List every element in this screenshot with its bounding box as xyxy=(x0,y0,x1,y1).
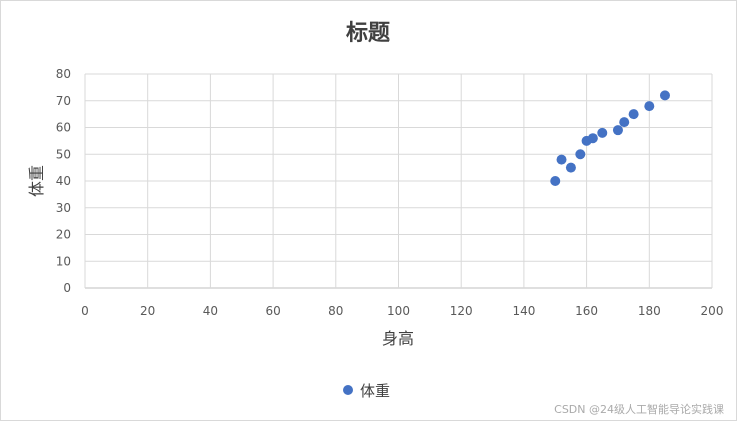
x-tick-label: 100 xyxy=(387,304,410,318)
x-axis-title: 身高 xyxy=(382,329,414,348)
x-tick-label: 0 xyxy=(81,304,89,318)
x-tick-label: 120 xyxy=(450,304,473,318)
data-points xyxy=(550,90,670,186)
gridlines xyxy=(84,73,713,289)
y-tick-label: 0 xyxy=(63,281,71,295)
y-tick-label: 20 xyxy=(56,228,71,242)
y-axis-tick-labels: 0 10 20 30 40 50 60 70 80 xyxy=(56,67,71,295)
watermark: CSDN @24级人工智能导论实践课 xyxy=(554,402,724,416)
y-tick-label: 40 xyxy=(56,174,71,188)
data-point xyxy=(644,101,655,112)
x-tick-label: 180 xyxy=(638,304,661,318)
data-point xyxy=(619,117,630,128)
x-axis-tick-labels: 0 20 40 60 80 100 120 140 160 180 200 xyxy=(81,304,723,318)
y-tick-label: 80 xyxy=(56,67,71,81)
x-tick-label: 80 xyxy=(328,304,343,318)
chart-title: 标题 xyxy=(346,20,391,46)
data-point xyxy=(575,149,586,160)
y-tick-label: 60 xyxy=(56,121,71,135)
legend-label: 体重 xyxy=(360,382,390,400)
y-axis-title: 体重 xyxy=(27,165,46,197)
x-tick-label: 140 xyxy=(512,304,535,318)
data-point xyxy=(550,176,561,186)
x-tick-label: 160 xyxy=(575,304,598,318)
data-point xyxy=(556,154,567,165)
data-point xyxy=(612,125,623,136)
data-point xyxy=(587,133,598,144)
data-point xyxy=(628,109,639,120)
x-tick-label: 200 xyxy=(701,304,724,318)
data-point xyxy=(597,127,608,138)
y-tick-label: 50 xyxy=(56,147,71,161)
y-tick-label: 30 xyxy=(56,201,71,215)
legend: 体重 xyxy=(343,382,390,400)
data-point xyxy=(565,162,576,173)
legend-marker xyxy=(343,385,353,395)
x-tick-label: 60 xyxy=(265,304,280,318)
data-point xyxy=(659,90,670,101)
x-tick-label: 40 xyxy=(203,304,218,318)
y-tick-label: 70 xyxy=(56,94,71,108)
x-tick-label: 20 xyxy=(140,304,155,318)
y-tick-label: 10 xyxy=(56,254,71,268)
